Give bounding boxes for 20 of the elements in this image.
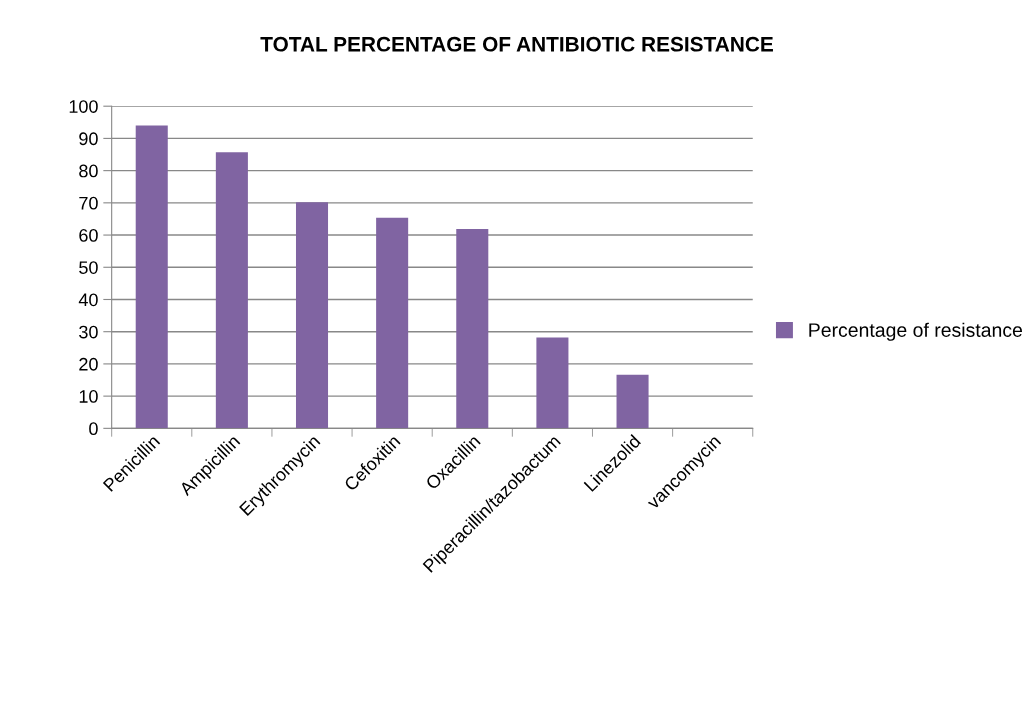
- y-tick-label: 60: [79, 228, 98, 242]
- chart-title: TOTAL PERCENTAGE OF ANTIBIOTIC RESISTANCE: [260, 36, 773, 52]
- y-tick-label: 50: [79, 261, 98, 274]
- y-tick-label: 30: [79, 325, 98, 339]
- y-tick-label: 80: [79, 164, 98, 178]
- bar: [616, 374, 649, 429]
- bar: [536, 337, 569, 429]
- bar: [376, 217, 409, 429]
- y-tick-label: 0: [89, 422, 98, 436]
- y-tick-label: 70: [79, 196, 98, 210]
- y-tick-label: 10: [79, 390, 98, 403]
- bar: [456, 228, 489, 429]
- y-tick-label: 100: [69, 100, 98, 113]
- y-tick-label: 20: [79, 357, 98, 371]
- bar: [295, 202, 329, 429]
- bar: [215, 152, 248, 429]
- y-tick-label: 90: [79, 132, 98, 146]
- legend-label: Percentage of resistance: [809, 322, 1022, 341]
- bar: [135, 125, 168, 429]
- y-tick-label: 40: [78, 293, 98, 307]
